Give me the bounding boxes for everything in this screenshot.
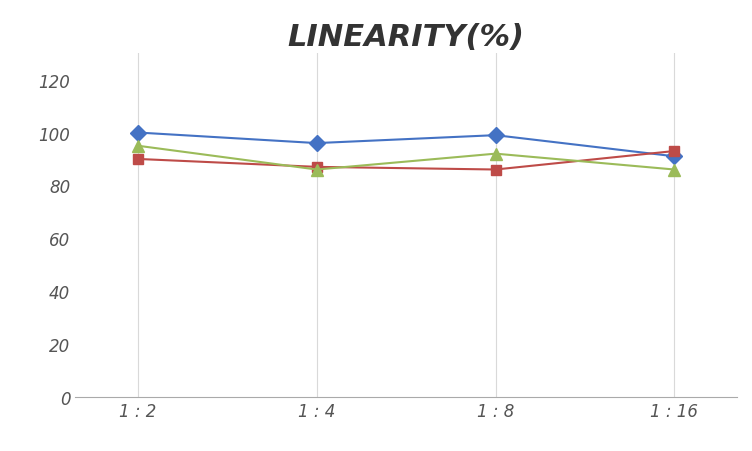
Serum (n=5) <box>133 130 142 136</box>
Line: Cell culture media (n=5): Cell culture media (n=5) <box>132 140 681 176</box>
Serum (n=5) <box>670 154 679 160</box>
EDTA plasma (n=5) <box>133 157 142 162</box>
Cell culture media (n=5) <box>133 144 142 149</box>
Cell culture media (n=5) <box>491 152 500 157</box>
Cell culture media (n=5) <box>312 167 321 173</box>
Line: EDTA plasma (n=5): EDTA plasma (n=5) <box>133 147 679 175</box>
Line: Serum (n=5): Serum (n=5) <box>132 128 680 162</box>
Serum (n=5) <box>312 141 321 147</box>
Serum (n=5) <box>491 133 500 138</box>
Text: LINEARITY(%): LINEARITY(%) <box>287 23 525 51</box>
Cell culture media (n=5) <box>670 167 679 173</box>
EDTA plasma (n=5) <box>491 167 500 173</box>
EDTA plasma (n=5) <box>670 149 679 154</box>
EDTA plasma (n=5) <box>312 165 321 170</box>
